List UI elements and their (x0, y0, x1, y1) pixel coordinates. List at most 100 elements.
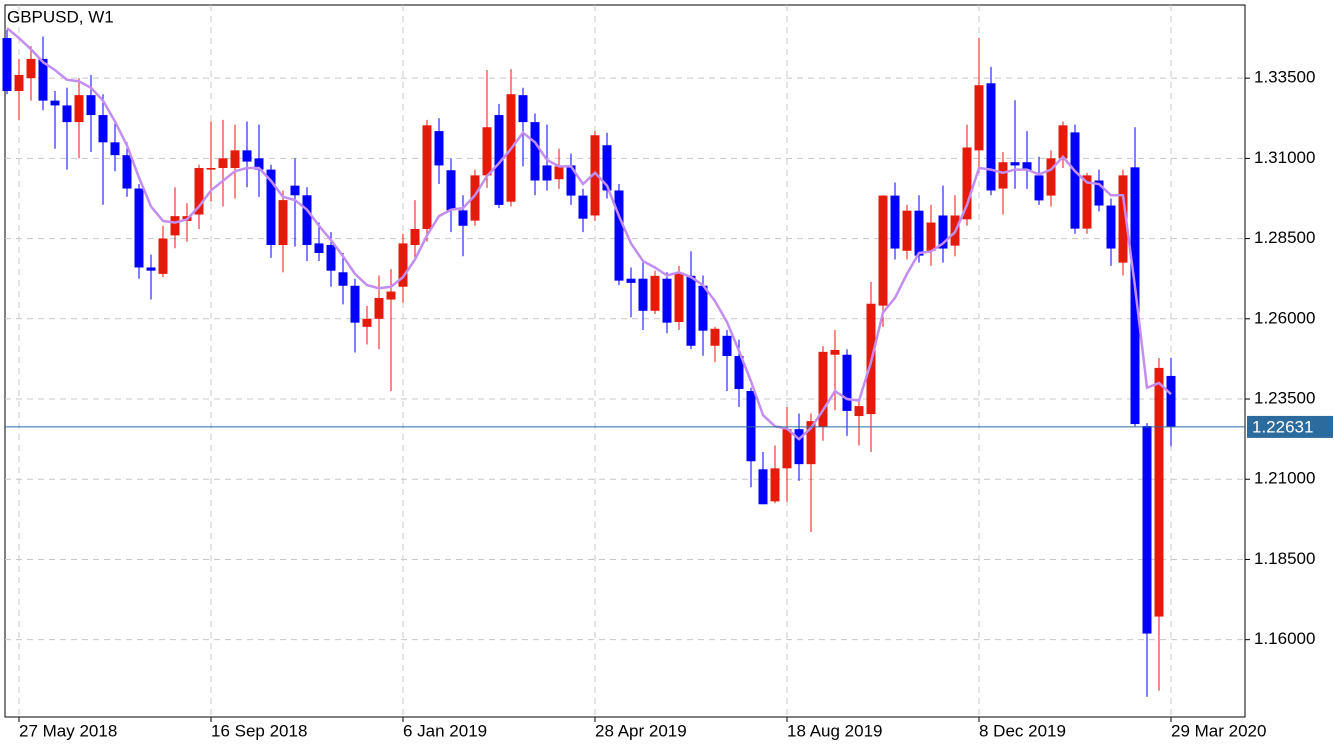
candle-body (578, 195, 588, 219)
candle-body (734, 356, 744, 390)
candle-body (1154, 367, 1164, 617)
candle-body (62, 105, 72, 123)
chart-title: GBPUSD, W1 (7, 7, 114, 26)
candle-body (1058, 125, 1068, 159)
candle-body (914, 210, 924, 256)
candle-body (1010, 162, 1020, 166)
candle-body (758, 469, 768, 505)
candle-body (434, 131, 444, 166)
candle-body (458, 210, 468, 226)
candle-body (650, 275, 660, 311)
y-tick-label: 1.33500 (1254, 68, 1315, 87)
y-tick-label: 1.21000 (1254, 469, 1315, 488)
candle-body (386, 291, 396, 300)
candle-body (878, 195, 888, 306)
candle-body (242, 150, 252, 162)
candle-body (1118, 175, 1128, 263)
candle-body (2, 38, 12, 91)
candle-body (1034, 175, 1044, 201)
candle-body (1046, 158, 1056, 196)
y-tick-label: 1.18500 (1254, 549, 1315, 568)
candle-body (254, 158, 264, 170)
x-tick-label: 16 Sep 2018 (211, 721, 307, 740)
candle-body (698, 285, 708, 331)
candle-body (170, 216, 180, 236)
current-price-box (1247, 415, 1333, 438)
candle-body (146, 267, 156, 271)
candle-body (290, 185, 300, 196)
x-tick-label: 8 Dec 2019 (979, 721, 1066, 740)
candle-body (350, 285, 360, 323)
candle-body (710, 328, 720, 346)
candle-body (542, 165, 552, 181)
candle-body (278, 200, 288, 246)
moving-average-line (6, 27, 1172, 441)
candle-body (362, 318, 372, 327)
candle-body (830, 349, 840, 355)
candle-body (818, 351, 828, 427)
candle-body (770, 468, 780, 502)
candle-body (122, 155, 132, 189)
x-tick-label: 28 Apr 2019 (595, 721, 687, 740)
candle-body (1166, 375, 1176, 427)
candle-body (674, 272, 684, 323)
candle-body (98, 115, 108, 143)
candle-body (1106, 205, 1116, 249)
candle-body (410, 228, 420, 246)
candle-body (1022, 162, 1032, 171)
candle-body (986, 83, 996, 191)
candle-body (218, 158, 228, 168)
candle-body (446, 170, 456, 211)
candle-body (662, 278, 672, 323)
candle-body (194, 167, 204, 215)
candle-body (554, 166, 564, 180)
candle-body (38, 58, 48, 101)
marks (2, 27, 1176, 697)
x-tick-label: 18 Aug 2019 (787, 721, 882, 740)
candle-body (110, 142, 120, 156)
candle-body (1094, 180, 1104, 206)
candle-body (470, 175, 480, 221)
candle-body (134, 188, 144, 268)
candle-body (530, 122, 540, 181)
candle-body (614, 190, 624, 281)
candle-body (1142, 425, 1152, 634)
candle-body (14, 74, 24, 91)
x-tick-label: 6 Jan 2019 (403, 721, 487, 740)
candle-body (806, 421, 816, 465)
candle-body (230, 150, 240, 168)
candle-body (626, 278, 636, 283)
candle-body (422, 125, 432, 229)
plot-frame (4, 4, 1246, 718)
candle-body (266, 169, 276, 246)
candle-body (794, 429, 804, 465)
candle-body (974, 85, 984, 151)
candle-body (686, 275, 696, 346)
grid (5, 5, 1245, 717)
y-tick-label: 1.28500 (1254, 228, 1315, 247)
y-tick-label: 1.26000 (1254, 308, 1315, 327)
candle-body (590, 135, 600, 216)
candle-body (518, 95, 528, 123)
candle-body (158, 238, 168, 274)
candle-body (962, 147, 972, 220)
candle-body (326, 245, 336, 271)
candle-body (302, 195, 312, 246)
candle-body (494, 115, 504, 205)
candle-body (74, 95, 84, 123)
candle-body (842, 354, 852, 411)
candle-body (938, 215, 948, 249)
candle-body (26, 58, 36, 79)
x-tick-label: 27 May 2018 (19, 721, 117, 740)
candle-body (86, 95, 96, 116)
candle-body (638, 278, 648, 311)
x-tick-label: 29 Mar 2020 (1171, 721, 1266, 740)
candle-body (338, 272, 348, 286)
candle-body (782, 429, 792, 469)
candle-body (566, 165, 576, 196)
candle-body (50, 100, 60, 106)
candle-body (998, 162, 1008, 189)
candle-body (482, 127, 492, 176)
candle-body (374, 297, 384, 319)
